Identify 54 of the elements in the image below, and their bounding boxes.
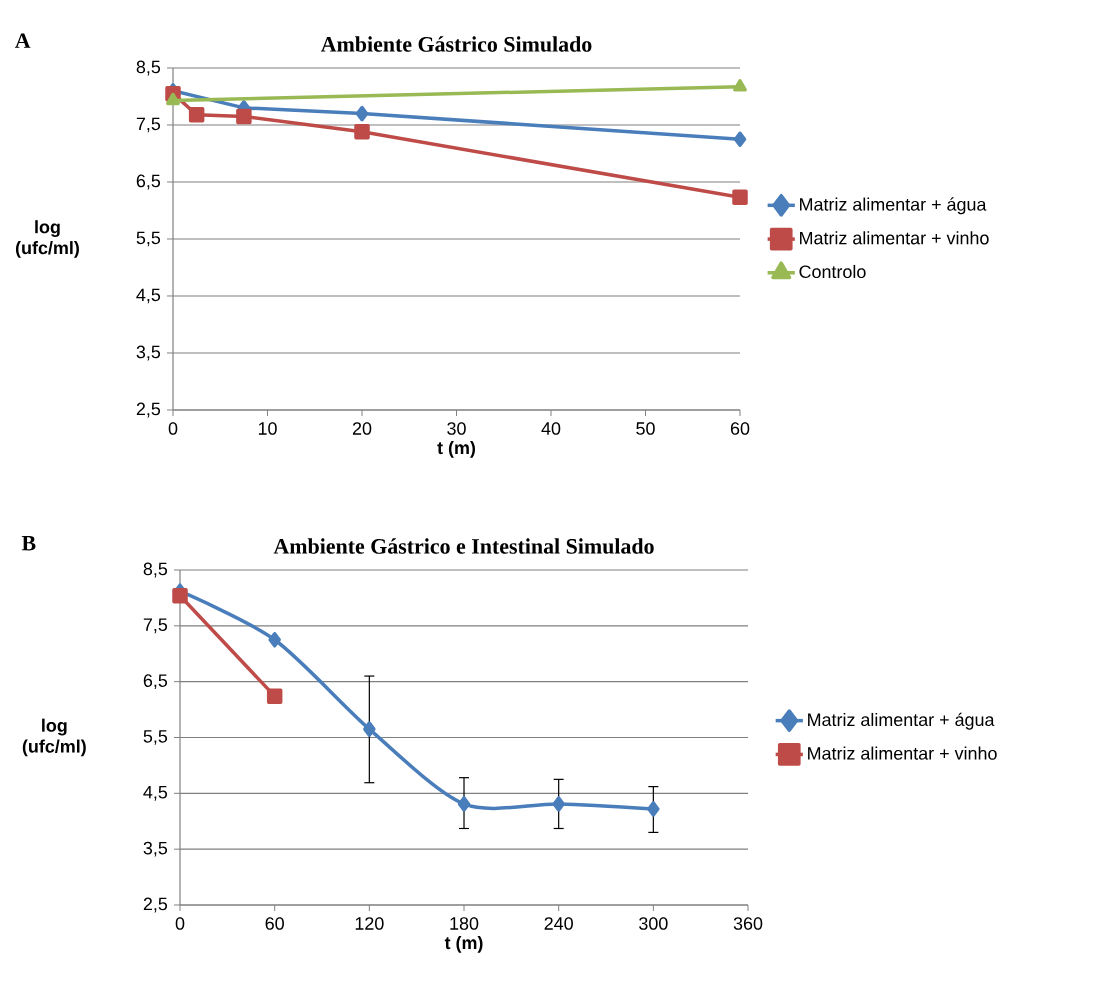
y-tick-label: 8,5 xyxy=(136,60,161,76)
x-tick-label: 60 xyxy=(730,422,750,435)
point xyxy=(733,131,747,147)
x-tick-label: 120 xyxy=(355,917,384,930)
point xyxy=(188,106,205,123)
y-tick-label: 6,5 xyxy=(143,674,168,690)
x-tick-label: 50 xyxy=(636,422,655,435)
point xyxy=(355,105,369,122)
point xyxy=(363,721,376,737)
chart-title: Ambiente Gástrico Simulado xyxy=(320,36,592,52)
y-tick-label: 7,5 xyxy=(136,117,161,133)
y-tick-label: 7,5 xyxy=(143,618,168,634)
x-tick-label: 0 xyxy=(175,917,185,930)
x-tick-label: 60 xyxy=(265,917,284,930)
x-axis-title: t (m) xyxy=(437,441,476,458)
x-tick-label: 180 xyxy=(450,917,479,930)
x-tick-label: 10 xyxy=(258,422,277,435)
y-tick-label: 3,5 xyxy=(143,841,168,857)
x-tick-label: 360 xyxy=(733,917,763,930)
x-tick-label: 300 xyxy=(639,917,668,930)
y-tick-label: 3,5 xyxy=(136,345,161,361)
x-tick-label: 40 xyxy=(541,422,561,435)
y-tick-label: 2,5 xyxy=(136,402,161,418)
x-tick-label: 30 xyxy=(447,422,466,435)
y-tick-label: 4,5 xyxy=(136,288,161,304)
point xyxy=(268,632,281,648)
x-tick-label: 0 xyxy=(168,422,178,435)
y-tick-label: 4,5 xyxy=(143,786,168,801)
point xyxy=(172,587,188,604)
y-axis-title: log (ufc/ml) xyxy=(22,718,86,757)
point xyxy=(266,688,283,704)
x-tick-label: 240 xyxy=(544,917,573,930)
point xyxy=(354,124,370,140)
chart-title: Ambiente Gástrico e Intestinal Simulado xyxy=(273,538,654,554)
point xyxy=(647,801,660,817)
y-tick-label: 2,5 xyxy=(143,897,168,913)
y-tick-label: 6,5 xyxy=(136,174,161,190)
legend-label: Matriz alimentar + vinho xyxy=(808,746,997,760)
point xyxy=(457,796,471,812)
y-tick-label: 8,5 xyxy=(143,562,168,578)
text: A xyxy=(14,33,31,48)
x-axis-title: t (m) xyxy=(444,936,483,953)
point xyxy=(732,189,748,206)
legend-label: Matriz alimentar + vinho xyxy=(800,231,989,245)
y-axis-title: log (ufc/ml) xyxy=(15,220,79,258)
text: B xyxy=(21,535,36,551)
x-tick-label: 20 xyxy=(352,422,372,435)
legend-label: Matriz alimentar + água xyxy=(800,197,987,215)
point xyxy=(236,108,252,125)
y-tick-label: 5,5 xyxy=(143,730,168,745)
y-tick-label: 5,5 xyxy=(136,231,161,247)
point xyxy=(552,796,565,812)
legend-label: Matriz alimentar + água xyxy=(808,712,995,730)
legend-label: Controlo xyxy=(799,264,866,279)
